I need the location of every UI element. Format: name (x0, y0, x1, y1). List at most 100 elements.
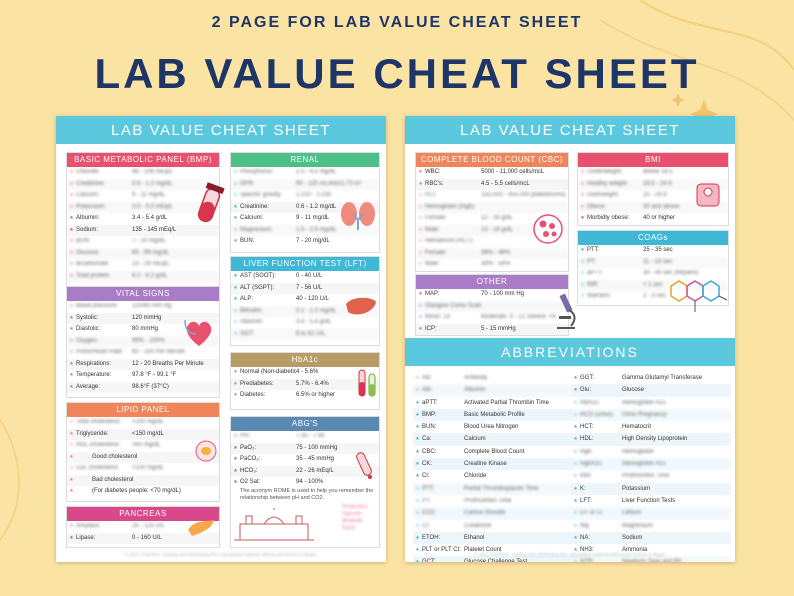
rome-item: Equal (342, 525, 355, 531)
lab-label: Glucose: (76, 249, 100, 256)
lab-value-row: ★ Total cholesterol: <200 mg/dL (67, 417, 219, 429)
abbreviation-code: BUN: (422, 424, 437, 431)
lab-value: 60 - 100 Per Minute (132, 349, 185, 355)
lab-label: Total cholesterol: (76, 419, 122, 425)
lab-label: Diastolic: (76, 326, 101, 332)
lab-value-row: ★ WBC: 5000 - 11,000 cells/mcL (416, 167, 568, 179)
abbreviation-row: ★ CO2: Carbon Dioxide (413, 507, 573, 520)
lab-value-row: ★ Normal (Non-diabetic): 4 - 5.6% (231, 367, 379, 379)
lab-value-row: ★ Calcium: 9 - 11 mg/dL (231, 213, 379, 225)
lab-value-row: ★ PaCO₂: 35 - 45 mmHg (231, 454, 379, 466)
lab-value: 6.5% or higher (296, 392, 336, 398)
lab-value: >60 mg/dL (132, 442, 161, 448)
lab-label: PH: (240, 433, 251, 439)
lab-label: Creatinine: (240, 203, 270, 210)
star-bullet-icon: ★ (69, 303, 74, 309)
abbreviation-code: PT: (422, 497, 431, 504)
abbreviation-meaning: High Density Lipoprotein (622, 436, 688, 443)
lab-label: Potassium: (76, 203, 106, 210)
star-bullet-icon: ★ (233, 192, 238, 198)
lab-label: AST (SGOT): (240, 273, 276, 279)
lab-label: PTT: (587, 247, 600, 253)
abbreviation-code: HCT: (580, 424, 594, 431)
abbreviation-meaning: Hematocrit (622, 424, 652, 431)
star-bullet-icon: ★ (580, 180, 585, 187)
lab-value: 25 - 35 sec (643, 247, 673, 253)
abbreviation-meaning: Activated Partial Thrombin Time (464, 399, 549, 406)
star-bullet-icon: ★ (69, 360, 74, 367)
lab-value: 23 - 29 mEq/L (132, 261, 170, 267)
molecule-structure-icon (670, 280, 728, 312)
star-bullet-icon: ★ (573, 461, 578, 468)
lab-label: INR: (587, 281, 599, 288)
lab-label: Average: (76, 383, 100, 390)
star-bullet-icon: ★ (571, 556, 580, 562)
star-bullet-icon: ★ (580, 281, 585, 288)
abbreviation-code: Hgb: (580, 448, 593, 455)
lab-label: Prediabetes: (240, 380, 274, 387)
abbreviation-code: CBC: (422, 448, 437, 455)
lipid-panel: LIPID PANEL ★ Total cholesterol: <200 mg/dL… (66, 402, 220, 502)
lab-value: 3.4 - 5.4 g/dL (132, 215, 168, 221)
abbreviation-meaning: Prothrombin Time (622, 473, 670, 480)
lab-label: O2 Sat: (240, 479, 261, 485)
lab-label: PaCO₂: (240, 456, 261, 462)
rome-note: The acronym ROME is used to help you rem… (240, 488, 374, 501)
panel-rows: ★ PH: 7.35 - 7.45 ★ PaO₂: 75 - 100 mmHg ★ PaCO₂… (231, 431, 379, 489)
lab-value: 0 - 160 U/L (132, 534, 162, 541)
lab-label (76, 452, 92, 464)
lab-value-row: ★ INR: < 1 sec (578, 279, 728, 291)
star-bullet-icon: ★ (573, 534, 578, 541)
abbreviation-row: ★ Mg: Magnesium (571, 520, 731, 532)
star-bullet-icon: ★ (233, 456, 238, 462)
abbreviation-row: ★ PLT or PLT Ct: Platelet Count (413, 544, 573, 556)
lab-value-row: ★ Male: 39% - 54% (416, 259, 568, 271)
lab-label: PaO₂: (240, 444, 257, 451)
lab-value: 8 to 61 U/L (296, 330, 326, 337)
lab-value: 96 - 106 mEq/L (132, 169, 174, 175)
pancreas-panel: PANCREAS ★ Amylase: 25 - 125 U/L ★ Lipase: 0 -… (66, 506, 220, 548)
star-bullet-icon: ★ (418, 314, 423, 320)
lab-label: Respirations: (76, 360, 112, 367)
panel-title: ABG'S (231, 417, 379, 431)
lab-value-row: ★Glasgow Coma Scale (GCS): 15 (416, 300, 568, 312)
abbreviation-code: GGT: (580, 375, 595, 381)
lab-value-row: ★ Sodium: 135 - 145 mEq/L (67, 224, 219, 236)
abbreviation-code: CO2: (422, 510, 437, 517)
star-bullet-icon: ★ (418, 291, 423, 297)
star-bullet-icon: ★ (573, 424, 578, 431)
star-bullet-icon: ★ (233, 330, 238, 337)
lab-label: Morbidly obese: (587, 215, 630, 221)
lab-label: PT: (587, 258, 596, 265)
panel-title: COMPLETE BLOOD COUNT (CBC) (416, 153, 568, 167)
abbreviation-meaning: Potassium (622, 485, 651, 492)
rome-item: Respiratory (342, 504, 368, 510)
lab-value: 7.35 - 7.45 (296, 433, 325, 439)
panel-rows: ★ Underweight: Below 18.5 ★ Healthy weight: 1… (578, 167, 728, 225)
abbreviation-meaning: Glucose Challenge Test (464, 556, 573, 562)
listing-caption: 2 PAGE FOR LAB VALUE CHEAT SHEET (211, 14, 583, 31)
star-bullet-icon: ★ (573, 485, 578, 492)
star-bullet-icon: ★ (233, 226, 238, 233)
lab-value: (For diabetes people: <70 mg/dL) (92, 488, 181, 494)
lab-label: Systolic: (76, 314, 99, 321)
star-bullet-icon: ★ (580, 192, 585, 198)
star-bullet-icon: ★ (69, 215, 74, 221)
lab-label: Albumin: (76, 215, 100, 221)
lab-value-row: ★ Albumin: 3.4 - 5.4 g/dL (231, 317, 379, 329)
lab-value: 95% - 100% (132, 337, 165, 344)
lab-label: Hematocrit (HCT): (425, 238, 474, 244)
lab-label: BUN: (76, 238, 91, 244)
lab-value-row: ★ aPTT: 30 - 40 sec (heparin) (578, 268, 728, 280)
star-bullet-icon: ★ (69, 465, 74, 471)
lab-value: 3.5 - 5.0 mEq/L (132, 203, 174, 210)
lab-label: Magnesium: (240, 226, 273, 233)
panel-title: BASIC METABOLIC PANEL (BMP) (67, 153, 219, 167)
abbreviation-row: ★ NH3: Ammonia (571, 544, 731, 556)
lab-value: 2.5 - 4.5 mg/dL (296, 169, 337, 175)
star-bullet-icon: ★ (69, 372, 74, 378)
lab-value: 135 - 145 mEq/L (132, 226, 177, 233)
lab-value-row: ★ Systolic: 120 mmHg (67, 312, 219, 324)
lab-value-row: ★ Bad cholesterol (67, 474, 219, 486)
abbreviation-code: NA: (580, 534, 591, 541)
